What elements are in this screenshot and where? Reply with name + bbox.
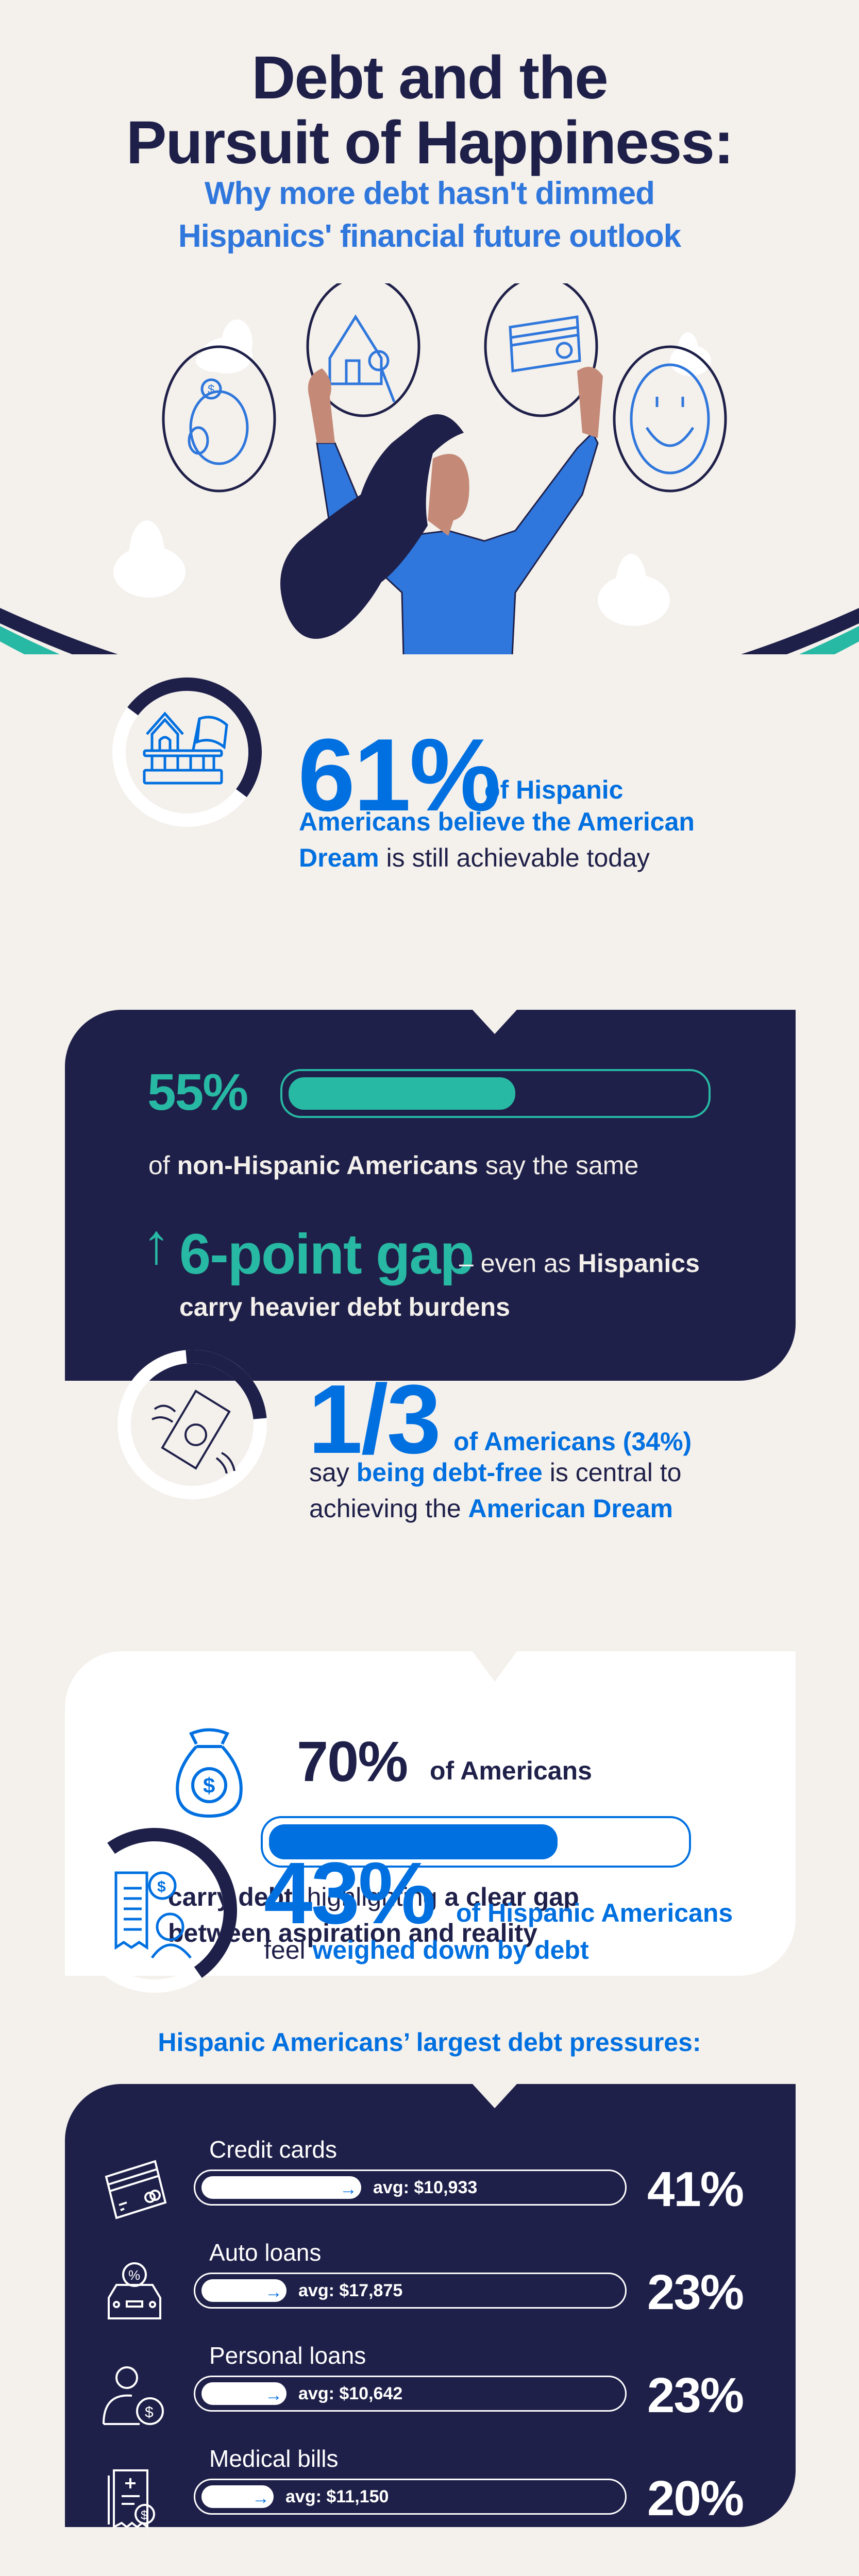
stat-61-value: 61% — [298, 718, 501, 833]
text-bold: Hispanics — [578, 1249, 700, 1278]
text: is central to — [542, 1458, 682, 1487]
debt-bar: → avg: $11,150 — [194, 2479, 627, 2515]
debt-bar: → avg: $17,875 — [194, 2273, 627, 2309]
card-55-percent: 55% of non-Hispanic Americans say the sa… — [65, 1009, 796, 1381]
debt-avg: avg: $17,875 — [298, 2281, 403, 2300]
piggy-bank-icon — [162, 345, 276, 493]
medical-bill-icon: $ — [108, 2469, 155, 2530]
debt-row-credit-cards: Credit cards → avg: $10,933 41% — [65, 2136, 796, 2233]
svg-text:$: $ — [141, 2509, 147, 2522]
subtitle-line-2: Hispanics' financial future outlook — [178, 218, 681, 254]
debt-percent: 23% — [647, 2368, 744, 2423]
gap-6-text-line2: carry heavier debt burdens — [179, 1293, 510, 1321]
stat-34-line1: of Americans (34%) — [453, 1427, 692, 1456]
money-bag-icon: $ — [173, 1726, 245, 1821]
arrow-right-icon: → — [340, 2179, 357, 2199]
house-flag-icon — [142, 708, 234, 799]
stat-61-line3: Dream is still achievable today — [299, 841, 650, 875]
stat-43-line1: of Hispanic Americans — [456, 1899, 733, 1927]
house-key-icon — [328, 314, 396, 402]
debt-percent: 41% — [647, 2162, 744, 2217]
progress-bar-70 — [261, 1816, 691, 1868]
hero-art: $ — [0, 275, 859, 850]
progress-bar-55 — [280, 1069, 711, 1118]
debt-percent: 20% — [647, 2471, 744, 2526]
debt-bar: → avg: $10,933 — [194, 2170, 627, 2206]
flying-money-icon — [149, 1386, 242, 1477]
debt-row-medical-bills: $ Medical bills → avg: $11,150 20% — [65, 2445, 796, 2543]
debt-avg: avg: $10,642 — [298, 2384, 403, 2403]
stat-34-value: 1/3 — [308, 1365, 441, 1474]
debt-bar-fill: → — [201, 2279, 287, 2302]
debt-bar-fill: → — [201, 2176, 361, 2199]
person-dollar-icon: $ — [103, 2366, 164, 2425]
bill-stress-icon: $ — [100, 1860, 204, 1965]
text: say — [309, 1458, 357, 1487]
debt-bar: → avg: $10,642 — [194, 2376, 627, 2412]
stat-34-line3: achieving the American Dream — [309, 1492, 673, 1526]
stat-43-line2: feel weighed down by debt — [264, 1933, 589, 1967]
debt-bar-fill: → — [201, 2485, 274, 2508]
title-line-1: Debt and the — [251, 44, 609, 112]
stat-55-value: 55% — [147, 1063, 248, 1121]
progress-bar-70-fill — [269, 1824, 558, 1859]
debt-label: Personal loans — [209, 2342, 366, 2369]
svg-text:$: $ — [203, 1773, 215, 1798]
hero-illustration: $ — [0, 275, 859, 850]
title-line-2: Pursuit of Happiness: — [126, 109, 734, 177]
text: of — [148, 1151, 177, 1180]
credit-card-icon — [509, 315, 581, 372]
car-percent-icon: % — [108, 2262, 161, 2319]
stat-43-value: 43% — [264, 1844, 436, 1942]
card-notch — [472, 2083, 517, 2108]
stat-70-value: 70% — [297, 1730, 408, 1793]
svg-text:$: $ — [157, 1878, 166, 1895]
stat-55-desc: of non-Hispanic Americans say the same — [148, 1149, 638, 1182]
debt-label: Medical bills — [209, 2445, 339, 2472]
stat-61-line1: of Hispanic — [484, 775, 624, 804]
text: – even as — [459, 1249, 578, 1278]
debt-label: Auto loans — [209, 2239, 322, 2266]
debt-pressures-heading: Hispanic Americans’ largest debt pressur… — [158, 2028, 701, 2057]
debt-avg: avg: $11,150 — [285, 2487, 389, 2506]
subtitle-line-1: Why more debt hasn't dimmed — [204, 176, 655, 211]
stat-34-line2: say being debt-free is central to — [309, 1455, 681, 1489]
stat-70-label: of Americans — [430, 1756, 592, 1785]
card-notch — [472, 1009, 517, 1034]
text-bold: a clear gap — [444, 1883, 579, 1911]
stat-61-line3-bold: Dream — [299, 843, 379, 872]
debt-row-personal-loans: $ Personal loans → avg: $10,642 23% — [65, 2342, 796, 2439]
debt-bar-fill: → — [201, 2382, 287, 2405]
debt-percent: 23% — [647, 2265, 744, 2320]
card-notch — [472, 1651, 517, 1682]
progress-bar-55-fill — [289, 1077, 515, 1110]
smiley-face-icon — [630, 363, 710, 474]
svg-text:$: $ — [208, 383, 214, 397]
card-debt-pressures: Credit cards → avg: $10,933 41% % Auto l… — [65, 2083, 796, 2530]
svg-text:$: $ — [145, 2404, 154, 2421]
stat-61-line3-rest: is still achievable today — [379, 843, 650, 872]
text-bold: non-Hispanic Americans — [177, 1151, 478, 1180]
gap-6-text: – even as Hispanics — [459, 1247, 700, 1280]
arrow-right-icon: → — [265, 2385, 282, 2405]
stat-61-line2: Americans believe the American — [299, 807, 695, 836]
credit-card-icon — [105, 2160, 167, 2219]
svg-text:%: % — [128, 2267, 140, 2283]
person-figure — [280, 367, 603, 850]
text: say the same — [478, 1151, 639, 1180]
arrow-up-icon: ↑ — [142, 1212, 171, 1276]
text-bold: American Dream — [468, 1494, 673, 1523]
text-bold: weighed down by debt — [312, 1936, 589, 1964]
text: feel — [264, 1936, 313, 1964]
gap-6-label: 6-point gap — [179, 1223, 475, 1286]
arrow-right-icon: → — [252, 2488, 270, 2508]
text: , highlighting — [292, 1883, 445, 1911]
text: achieving the — [309, 1494, 468, 1523]
debt-label: Credit cards — [209, 2136, 337, 2163]
debt-avg: avg: $10,933 — [373, 2178, 478, 2197]
text-bold: being debt-free — [356, 1458, 543, 1487]
debt-row-auto-loans: % Auto loans → avg: $17,875 23% — [65, 2239, 796, 2336]
arrow-right-icon: → — [265, 2282, 282, 2302]
